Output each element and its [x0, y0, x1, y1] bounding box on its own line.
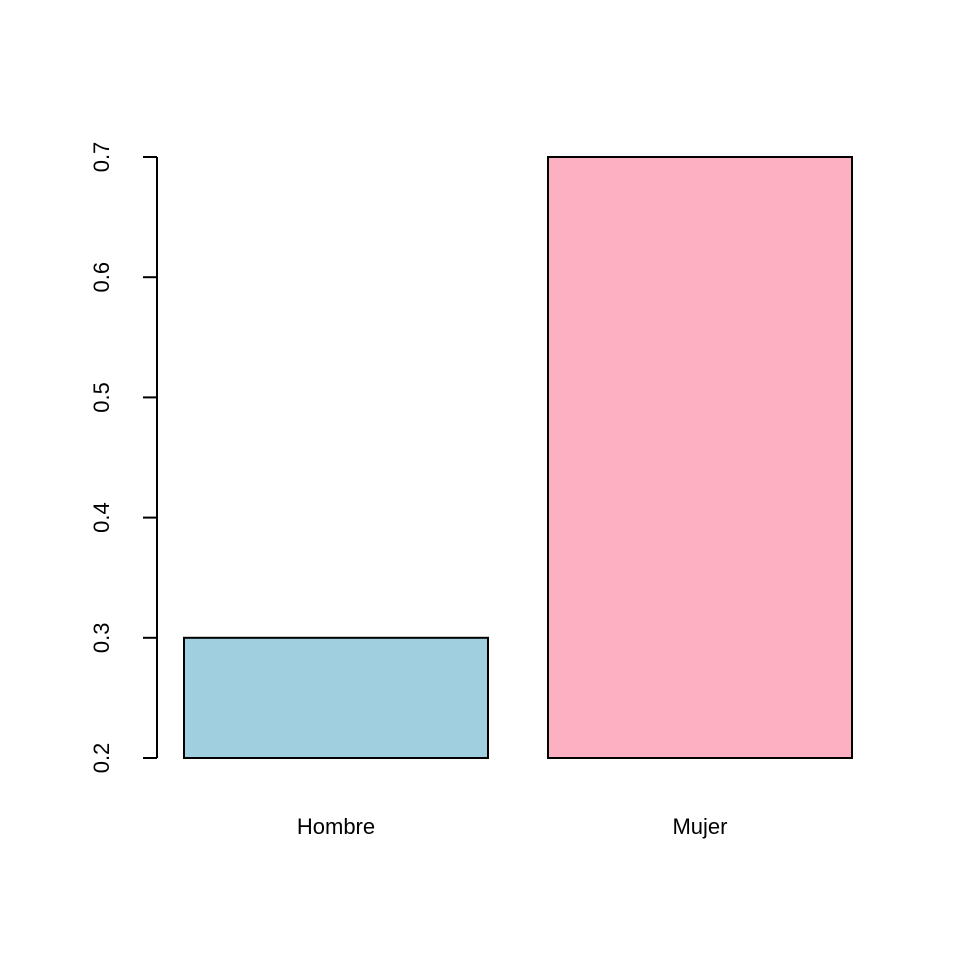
- x-category-label: Mujer: [672, 814, 727, 839]
- bar-hombre: [183, 636, 489, 759]
- y-tick-label: 0.7: [89, 142, 114, 173]
- y-tick-label: 0.3: [89, 623, 114, 654]
- y-tick-label: 0.2: [89, 743, 114, 774]
- x-axis-labels: Hombre Mujer: [297, 814, 728, 839]
- y-tick-label: 0.5: [89, 382, 114, 413]
- bar-mujer: [547, 156, 853, 759]
- y-tick-label: 0.4: [89, 502, 114, 533]
- y-tick-label: 0.6: [89, 262, 114, 293]
- y-axis: 0.2 0.3 0.4 0.5 0.6 0.7: [89, 142, 158, 774]
- bars-group: [183, 156, 853, 759]
- x-category-label: Hombre: [297, 814, 375, 839]
